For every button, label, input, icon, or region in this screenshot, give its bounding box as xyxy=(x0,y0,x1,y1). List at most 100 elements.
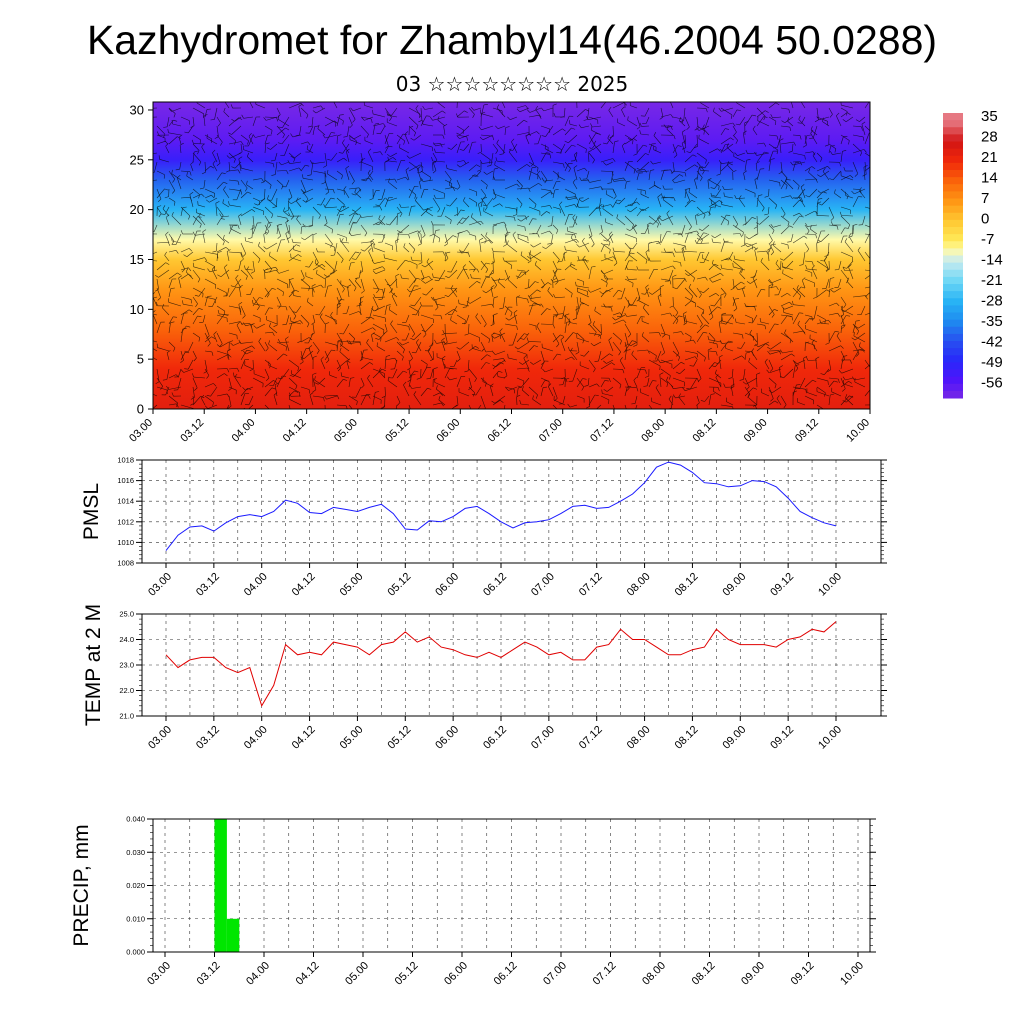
colorbar-segment xyxy=(943,198,963,207)
colorbar-segment xyxy=(943,390,963,399)
temp-panel-frame xyxy=(141,613,882,717)
precip-bar xyxy=(226,918,240,953)
colorbar-label: 35 xyxy=(981,108,998,125)
pmsl-panel-x-tick-label: 05.00 xyxy=(338,571,366,599)
heatmap-x-tick-label: 03.12 xyxy=(178,417,206,445)
precip-panel-x-tick-label: 04.00 xyxy=(244,960,272,988)
temp-panel-x-tick-label: 03.12 xyxy=(194,724,222,752)
pmsl-panel-grid xyxy=(142,459,881,564)
colorbar-segment xyxy=(943,376,963,385)
precip-panel: 0.000 0.010 0.020 0.030 0.040 03.00 03.12 04.00… xyxy=(70,815,876,988)
colorbar-segment xyxy=(943,219,963,228)
colorbar-label: -49 xyxy=(981,354,1003,371)
colorbar-segment xyxy=(943,326,963,335)
precip-panel-x-tick-label: 06.00 xyxy=(442,960,470,988)
colorbar-label: -7 xyxy=(981,231,994,248)
precip-panel-x-tick-label: 09.00 xyxy=(739,960,767,988)
precip-panel-y-tick-label: 0.030 xyxy=(126,848,145,857)
pmsl-panel-x-tick-label: 06.12 xyxy=(481,571,509,599)
temp-panel-y-tick-label: 25.0 xyxy=(119,610,134,619)
pmsl-panel-y-tick-label: 1010 xyxy=(117,538,134,547)
precip-panel-x-tick-label: 08.12 xyxy=(690,960,718,988)
colorbar-segment xyxy=(943,170,963,178)
colorbar-label: 21 xyxy=(981,149,998,166)
heatmap-x-tick-label: 08.12 xyxy=(691,417,719,445)
temp-panel-x-tick-label: 04.12 xyxy=(290,724,318,752)
colorbar-segment xyxy=(943,191,963,200)
temp-panel-ylabel: TEMP at 2 M xyxy=(82,604,105,726)
temp-panel-series-line xyxy=(165,621,837,708)
colorbar-segment xyxy=(943,305,963,314)
heatmap-y-tick-label: 5 xyxy=(137,352,144,367)
temp-panel-x-tick-label: 07.12 xyxy=(577,724,605,752)
colorbar-label: -56 xyxy=(981,375,1003,392)
pmsl-panel: 1008 1010 1012 1014 1016 1018 03.00 03.12 04.00 0… xyxy=(80,456,887,599)
colorbar-label: 28 xyxy=(981,129,998,146)
precip-panel-x-tick-label: 10.00 xyxy=(838,960,866,988)
heatmap-x-tick-label: 06.00 xyxy=(434,417,462,445)
colorbar-label: 7 xyxy=(981,190,989,207)
precip-panel-x-tick-label: 03.00 xyxy=(145,960,173,988)
colorbar-segment xyxy=(943,184,963,192)
precip-panel-x-tick-label: 04.12 xyxy=(294,960,322,988)
pmsl-panel-x-tick-label: 03.12 xyxy=(194,571,222,599)
temp-panel-x-tick-label: 05.12 xyxy=(385,724,413,752)
colorbar-segment xyxy=(943,248,963,257)
page-subtitle: 03 ☆☆☆☆☆☆☆☆ 2025 xyxy=(395,72,629,96)
temp-panel-y-tick-label: 23.0 xyxy=(119,661,134,670)
precip-panel-ylabel: PRECIP, mm xyxy=(70,824,93,946)
colorbar-segment xyxy=(943,113,963,121)
precip-panel-y-tick-label: 0.040 xyxy=(126,815,145,824)
temp-panel-x-tick-label: 04.00 xyxy=(242,724,270,752)
pmsl-panel-x-tick-label: 04.00 xyxy=(242,571,270,599)
heatmap-x-tick-label: 05.00 xyxy=(332,417,360,445)
colorbar-segment xyxy=(943,177,963,185)
pmsl-panel-y-tick-label: 1014 xyxy=(117,497,134,506)
pmsl-panel-x-tick-label: 08.00 xyxy=(625,571,653,599)
heatmap-y-tick-label: 25 xyxy=(130,152,144,167)
pmsl-panel-x-tick-label: 07.12 xyxy=(577,571,605,599)
colorbar-segment xyxy=(943,333,963,342)
heatmap-y-tick-label: 20 xyxy=(130,202,144,217)
precip-panel-x-tick-label: 05.00 xyxy=(343,960,371,988)
page-title: Kazhydromet for Zhambyl14(46.2004 50.028… xyxy=(86,17,938,63)
heatmap-y-tick-label: 10 xyxy=(130,302,144,317)
heatmap-x-tick-label: 07.12 xyxy=(588,417,616,445)
heatmap-x-tick-label: 10.00 xyxy=(844,417,872,445)
colorbar-segment xyxy=(943,134,963,143)
colorbar-segment xyxy=(943,383,963,392)
colorbar-segment xyxy=(943,241,963,249)
temp-panel-x-tick-label: 08.12 xyxy=(673,724,701,752)
colorbar-segment xyxy=(943,155,963,164)
temp-panel-x-tick-label: 05.00 xyxy=(338,724,366,752)
heatmap-y-tick-label: 15 xyxy=(130,252,144,267)
colorbar-segment xyxy=(943,341,963,349)
colorbar-segment xyxy=(943,234,963,242)
colorbar-label: -35 xyxy=(981,313,1003,330)
temp-panel-y-tick-label: 22.0 xyxy=(119,686,134,695)
pmsl-panel-series-line xyxy=(165,461,837,551)
pmsl-panel-x-tick-label: 06.00 xyxy=(433,571,461,599)
temp-panel-x-tick-label: 09.00 xyxy=(720,724,748,752)
pmsl-panel-y-tick-label: 1008 xyxy=(117,559,134,568)
temp-panel-grid xyxy=(142,613,881,717)
colorbar-label: -21 xyxy=(981,272,1003,289)
colorbar-label: -28 xyxy=(981,293,1003,310)
precip-panel-y-tick-label: 0.000 xyxy=(126,948,145,957)
precip-panel-grid xyxy=(153,818,870,953)
pmsl-panel-ylabel: PMSL xyxy=(80,483,103,540)
heatmap-panel: 0 5 10 15 20 25 30 03.00 03.12 04.00 04.12 05.00 05.… xyxy=(127,101,872,445)
heatmap-x-tick-label: 03.00 xyxy=(127,417,155,445)
colorbar-segment xyxy=(943,120,963,128)
heatmap-x-tick-label: 09.00 xyxy=(742,417,770,445)
pmsl-panel-y-tick-label: 1012 xyxy=(117,517,134,526)
pmsl-panel-x-tick-label: 07.00 xyxy=(529,571,557,599)
precip-panel-x-tick-label: 03.12 xyxy=(195,960,223,988)
precip-panel-y-tick-label: 0.010 xyxy=(126,914,145,923)
colorbar-segment xyxy=(943,255,963,264)
heatmap-y-tick-label: 30 xyxy=(130,102,144,117)
pmsl-panel-x-tick-label: 05.12 xyxy=(385,571,413,599)
temp-panel-y-tick-label: 21.0 xyxy=(119,712,134,721)
colorbar-label: 14 xyxy=(981,170,998,187)
